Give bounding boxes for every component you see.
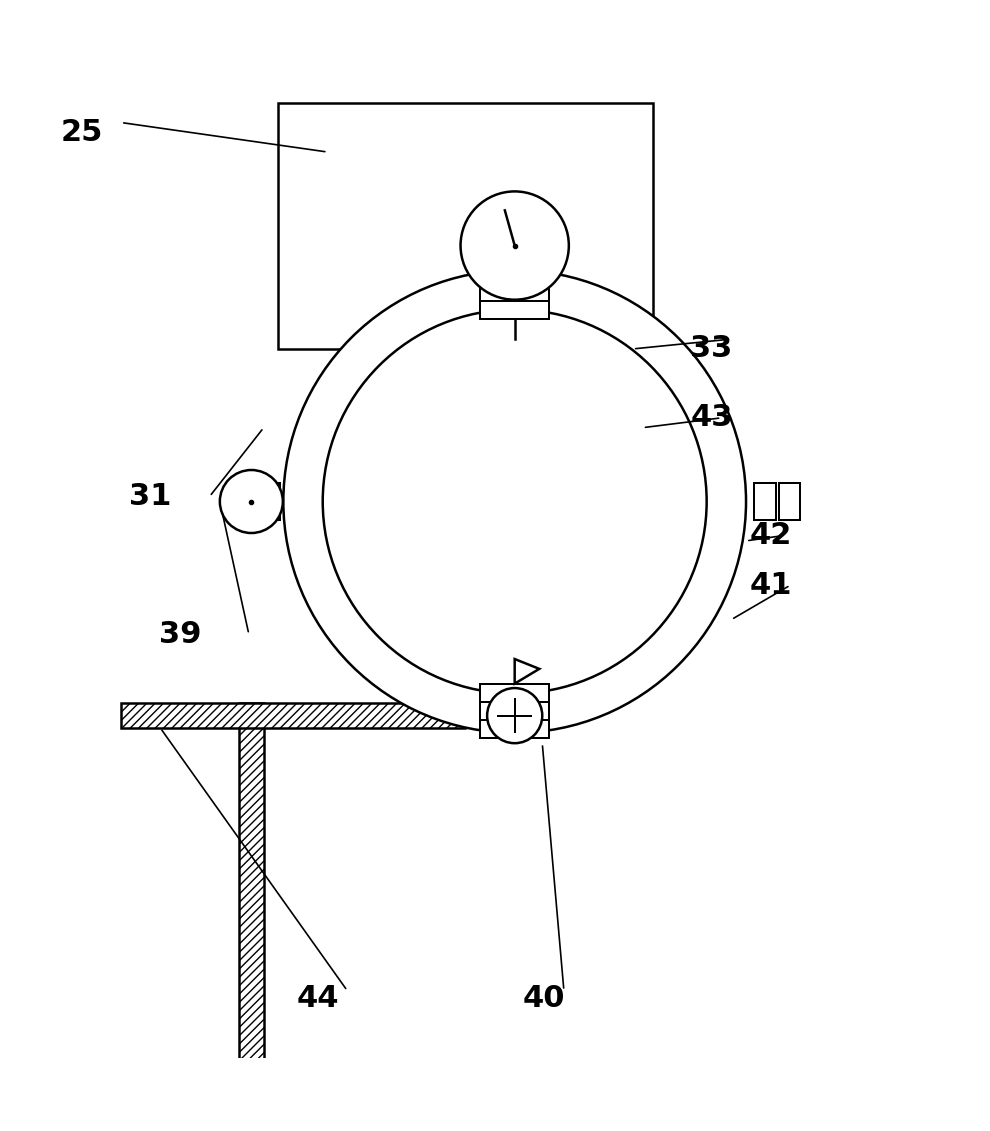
Bar [480,301,549,319]
Bar [450,319,475,349]
Bar [278,103,652,349]
Polygon shape [515,659,540,683]
Bar [778,483,800,520]
Text: 44: 44 [297,984,339,1013]
Circle shape [283,270,746,733]
Bar [480,719,549,737]
Bar [239,703,263,1131]
Bar [480,683,549,701]
Circle shape [220,470,283,533]
Text: 43: 43 [690,404,733,432]
Text: 40: 40 [523,984,565,1013]
Bar [121,703,465,728]
Bar [754,483,775,520]
Circle shape [323,310,707,693]
Text: 31: 31 [130,482,171,511]
Bar [377,329,633,526]
Bar [480,701,549,719]
Text: 25: 25 [60,118,103,147]
Circle shape [460,191,569,300]
Text: 39: 39 [158,620,201,649]
Circle shape [487,688,543,743]
Bar [450,304,475,325]
Text: 33: 33 [690,335,733,363]
Text: 41: 41 [749,571,792,599]
Text: 42: 42 [749,521,792,551]
Bar [258,483,280,520]
Bar [234,483,255,520]
Bar [480,266,549,283]
Bar [480,283,549,301]
